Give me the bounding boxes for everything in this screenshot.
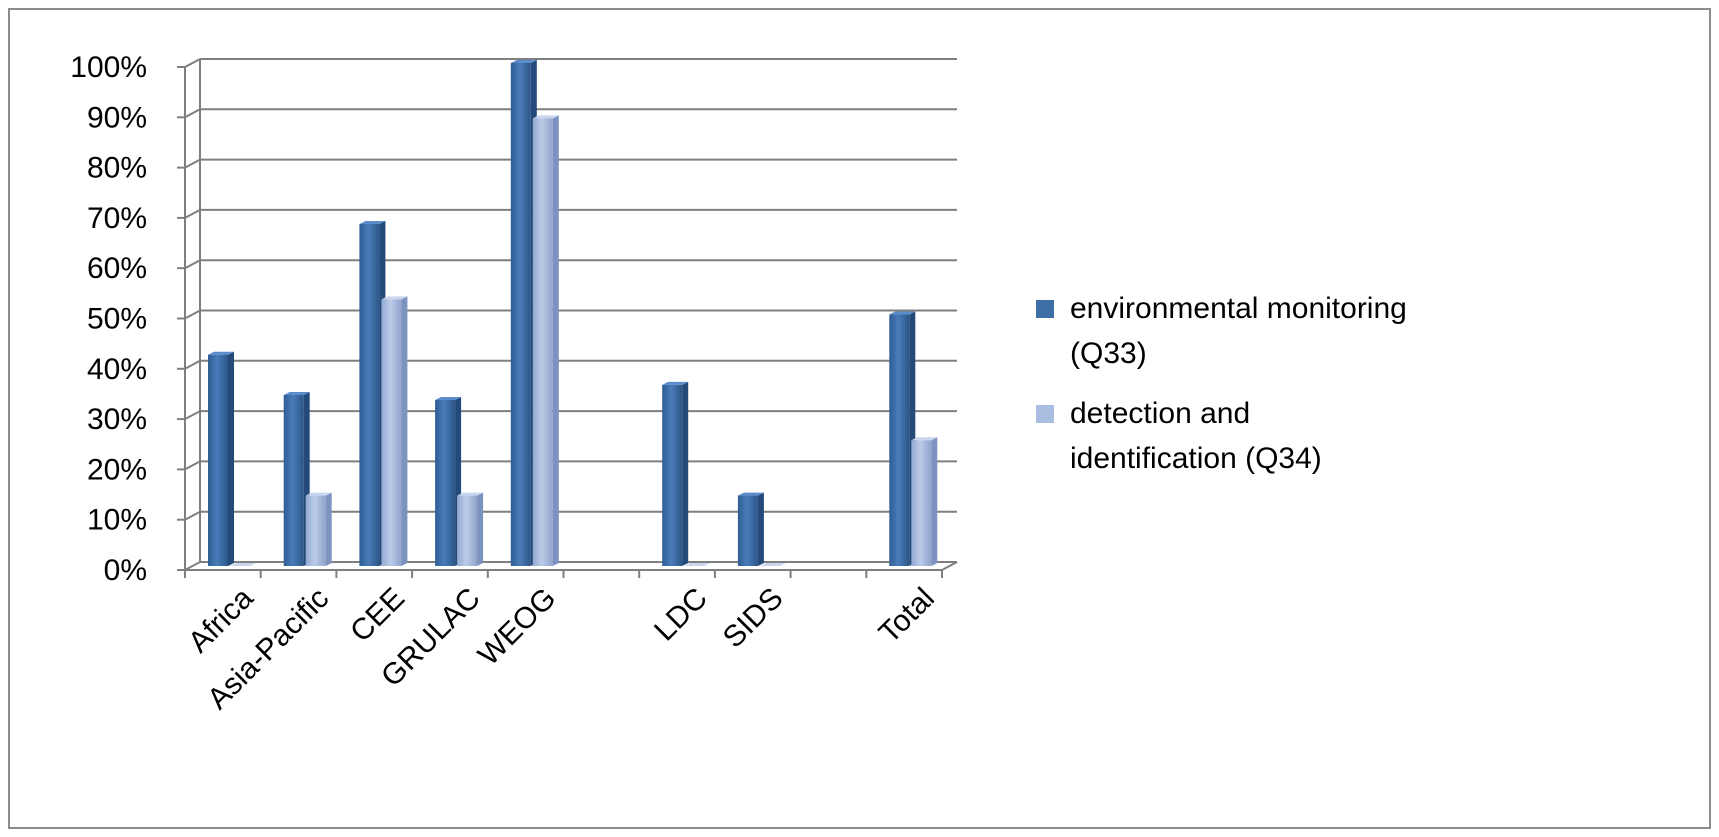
gridline-side <box>184 58 201 68</box>
bar <box>759 563 786 566</box>
y-tick-label: 90% <box>87 101 147 134</box>
legend-label: detection and <box>1070 397 1250 430</box>
bar <box>662 381 689 566</box>
bar <box>532 115 559 566</box>
y-tick-label: 60% <box>87 252 147 285</box>
legend-entry: detection and identification (Q34) <box>1036 397 1322 475</box>
gridline-side <box>184 108 201 119</box>
legend-label: identification (Q34) <box>1070 442 1322 475</box>
y-tick-label: 20% <box>87 453 147 486</box>
gridline-side <box>184 158 201 169</box>
gridline-side <box>184 460 201 471</box>
gridline-side <box>184 309 201 320</box>
bar <box>381 296 408 566</box>
x-tick-label: WEOG <box>472 582 563 673</box>
gridline-side <box>184 209 201 219</box>
bar <box>305 492 332 566</box>
y-tick-label: 70% <box>87 202 147 235</box>
y-tick-label: 100% <box>70 51 147 84</box>
y-tick-label: 50% <box>87 303 147 336</box>
bar <box>737 492 764 566</box>
legend-entry: environmental monitoring (Q33) <box>1036 292 1407 370</box>
bar <box>911 437 938 566</box>
bar <box>684 563 711 566</box>
y-tick-label: 10% <box>87 504 147 537</box>
bar <box>208 351 234 566</box>
legend: environmental monitoring (Q33) detection a… <box>1036 292 1407 475</box>
x-tick-label: LDC <box>648 582 714 648</box>
gridline-side <box>184 510 201 521</box>
y-axis-labels: 0% 10% 20% 30% 40% 50% 60% 70% 80% 90% 100% <box>70 51 147 587</box>
axes <box>177 59 958 578</box>
legend-swatch <box>1036 405 1054 423</box>
y-tick-label: 0% <box>104 554 147 587</box>
bars <box>208 60 938 566</box>
floor-right-edge <box>941 561 958 571</box>
legend-swatch <box>1036 300 1054 318</box>
bar <box>230 563 256 566</box>
x-tick-label: Total <box>873 582 941 650</box>
legend-label: (Q33) <box>1070 337 1147 370</box>
gridline-side <box>184 359 201 370</box>
y-tick-label: 40% <box>87 353 147 386</box>
x-tick-label: SIDS <box>717 582 790 655</box>
gridline-side <box>184 561 201 571</box>
gridline-side <box>184 410 201 420</box>
y-tick-label: 80% <box>87 152 147 185</box>
legend-label: environmental monitoring <box>1070 292 1407 325</box>
y-tick-label: 30% <box>87 403 147 436</box>
bar <box>457 492 484 566</box>
x-tick-label: CEE <box>344 582 411 649</box>
gridline-side <box>184 259 201 270</box>
